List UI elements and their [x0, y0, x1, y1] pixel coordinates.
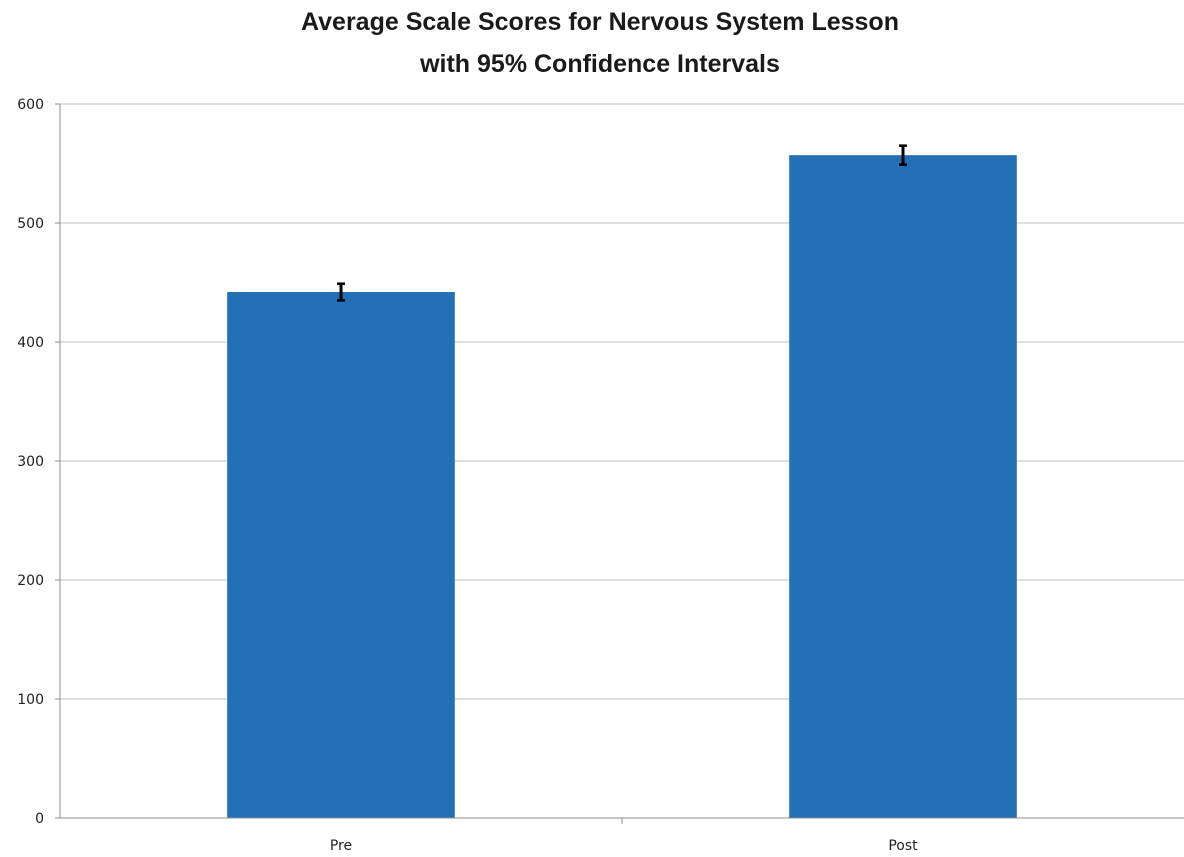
y-tick-label: 500: [17, 216, 44, 232]
y-tick-label: 600: [17, 97, 44, 113]
error-bar-pre: [337, 282, 345, 302]
error-bar-post: [899, 144, 907, 166]
y-tick-label: 0: [35, 811, 44, 827]
x-tick-label-pre: Pre: [330, 838, 352, 854]
y-tick-label: 400: [17, 335, 44, 351]
y-tick-label: 300: [17, 454, 44, 470]
axis-labels: 0 100 200 300 400 500 600 Pre Post: [17, 97, 918, 854]
chart-title-line-1: Average Scale Scores for Nervous System …: [301, 8, 899, 36]
chart-title-line-2: with 95% Confidence Intervals: [419, 50, 780, 78]
x-tick-label-post: Post: [888, 838, 918, 854]
y-tick-label: 200: [17, 573, 44, 589]
y-tick-label: 100: [17, 692, 44, 708]
bars: [227, 144, 1017, 819]
bar-post: [789, 155, 1017, 819]
axes: [55, 103, 1184, 824]
bar-pre: [227, 292, 455, 818]
